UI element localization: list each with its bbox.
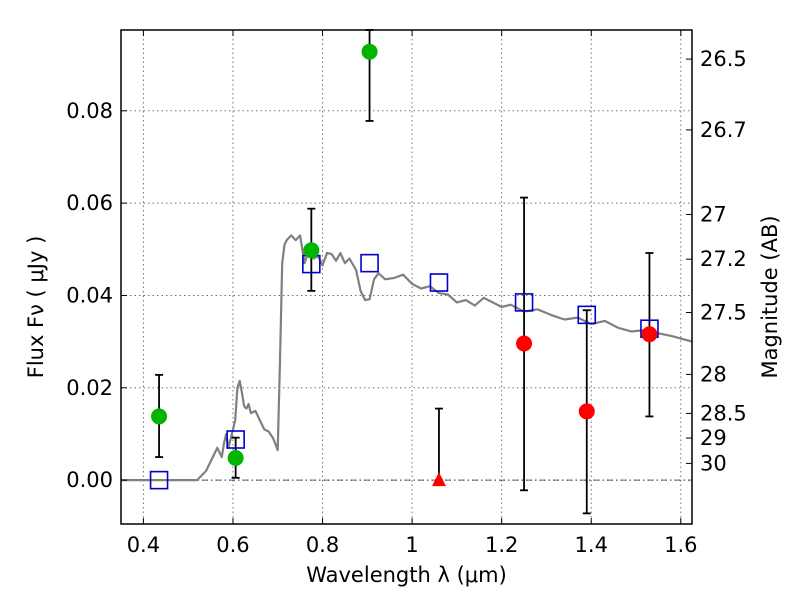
x-axis-label: Wavelength λ (μm) [306,563,507,587]
magnitude-tick-label: 28.5 [700,401,747,425]
x-tick-label: 0.4 [127,533,160,557]
observed-flux-point [151,408,168,425]
x-tick-labels: 0.4 0.6 0.8 1 1.2 1.4 1.6 [127,533,698,557]
magnitude-tick-label: 30 [700,451,727,475]
x-tick-label: 1 [405,533,418,557]
y-tick-label: 0.06 [66,191,113,215]
model-spectrum-line [121,234,693,482]
observed-flux-point [641,326,658,343]
observed-flux-point [361,43,378,60]
upper-limit-triangle [431,472,446,487]
observed-flux-point [303,242,320,259]
data-markers [149,43,659,490]
y-tick-label: 0.04 [66,283,113,307]
model-photometry-square [429,273,449,292]
magnitude-tick-label: 27 [700,202,727,226]
observed-flux-point [227,449,244,466]
model-photometry-square [149,470,169,490]
y-axis-label: Flux Fν ( μJy ) [24,236,48,379]
magnitude-axis-label: Magnitude (AB) [758,215,782,378]
model-spectrum [121,234,693,482]
y-tick-labels: 0.00 0.02 0.04 0.06 0.08 [66,99,113,492]
axis-ticks [121,30,692,524]
observed-flux-point [578,403,595,420]
magnitude-tick-label: 27.2 [700,247,747,271]
model-photometry-square [226,430,245,449]
magnitude-tick-label: 27.5 [700,301,747,325]
observed-flux-point [516,335,533,352]
magnitude-tick-label: 26.5 [700,47,747,71]
x-tick-label: 0.6 [216,533,249,557]
magnitude-tick-label: 26.7 [700,118,747,142]
model-photometry-square [514,293,534,312]
magnitude-tick-label: 28 [700,362,727,386]
model-photometry-square [577,305,597,325]
x-tick-label: 1.6 [664,533,697,557]
magnitude-tick-label: 29 [700,426,727,450]
y-tick-label: 0.00 [66,468,113,492]
x-tick-label: 1.4 [575,533,608,557]
y-tick-label: 0.08 [66,99,113,123]
x-tick-label: 0.8 [306,533,339,557]
y-tick-label: 0.02 [66,376,113,400]
model-photometry-square [360,253,379,273]
x-tick-label: 1.2 [485,533,518,557]
plot-frame [120,29,693,525]
